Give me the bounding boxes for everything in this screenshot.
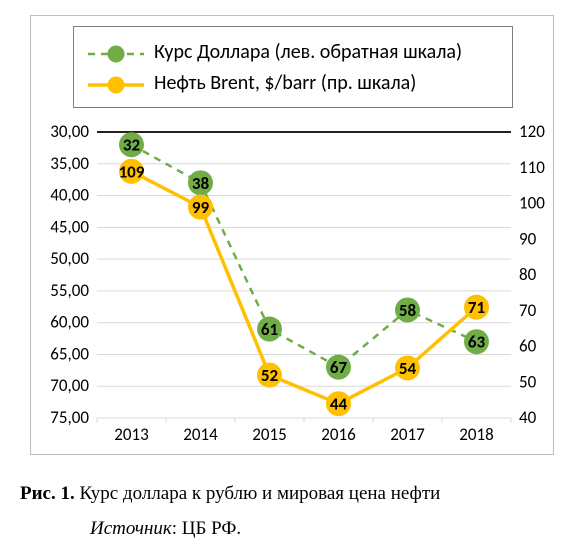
legend-item-brent: Нефть Brent, $/barr (пр. шкала) (88, 68, 498, 99)
legend-label-brent: Нефть Brent, $/barr (пр. шкала) (154, 68, 416, 99)
datalabel-dollar: 58 (399, 300, 417, 321)
svg-text:2016: 2016 (321, 424, 356, 445)
datalabel-brent: 54 (399, 358, 417, 379)
legend-swatch-brent (88, 74, 144, 94)
datalabel-brent: 44 (330, 394, 348, 415)
datalabel-brent: 109 (119, 161, 145, 182)
series-line-dollar (132, 145, 477, 367)
datalabel-dollar: 61 (261, 319, 278, 340)
svg-text:70,00: 70,00 (50, 375, 89, 396)
svg-text:2015: 2015 (252, 424, 286, 445)
svg-text:40,00: 40,00 (50, 185, 89, 206)
svg-text:65,00: 65,00 (50, 343, 89, 364)
datalabel-brent: 52 (261, 365, 279, 386)
caption-source-label: Источник (90, 518, 172, 539)
svg-text:2014: 2014 (183, 424, 218, 445)
svg-text:40: 40 (519, 407, 537, 428)
svg-text:60: 60 (519, 336, 537, 357)
svg-text:35,00: 35,00 (50, 153, 89, 174)
caption-fig-label: Рис. 1. (20, 483, 80, 504)
datalabel-brent: 99 (192, 197, 210, 218)
svg-text:2013: 2013 (114, 424, 148, 445)
svg-text:70: 70 (519, 300, 537, 321)
svg-text:100: 100 (519, 193, 545, 214)
datalabel-dollar: 63 (468, 332, 486, 353)
legend-item-dollar: Курс Доллара (лев. обратная шкала) (88, 37, 498, 68)
datalabel-dollar: 38 (192, 173, 210, 194)
svg-text:80: 80 (519, 264, 537, 285)
legend-label-dollar: Курс Доллара (лев. обратная шкала) (154, 37, 462, 68)
svg-text:45,00: 45,00 (50, 216, 89, 237)
svg-text:90: 90 (519, 228, 537, 249)
caption-fig-text: Курс доллара к рублю и мировая цена нефт… (80, 483, 441, 504)
caption-source-text: : ЦБ РФ. (172, 518, 241, 539)
plot-area: 30,00 35,00 40,00 45,00 50,00 55,00 60,00 65,00… (31, 116, 553, 454)
svg-text:60,00: 60,00 (50, 312, 89, 333)
svg-text:2017: 2017 (390, 424, 425, 445)
page-root: Курс Доллара (лев. обратная шкала) Нефть… (0, 0, 586, 555)
chart-legend: Курс Доллара (лев. обратная шкала) Нефть… (73, 26, 513, 108)
svg-text:120: 120 (519, 121, 545, 142)
datalabel-dollar: 32 (123, 135, 141, 156)
svg-text:50,00: 50,00 (50, 248, 89, 269)
figure-caption: Рис. 1. Курс доллара к рублю и мировая ц… (20, 480, 566, 543)
datalabel-dollar: 67 (330, 357, 348, 378)
legend-swatch-dollar (88, 43, 144, 63)
svg-text:2018: 2018 (459, 424, 493, 445)
svg-text:110: 110 (519, 157, 545, 178)
series-line-brent (132, 171, 477, 403)
svg-text:30,00: 30,00 (50, 121, 89, 142)
chart-container: Курс Доллара (лев. обратная шкала) Нефть… (30, 15, 554, 455)
svg-text:55,00: 55,00 (50, 280, 89, 301)
svg-text:75,00: 75,00 (50, 407, 89, 428)
datalabel-brent: 71 (468, 297, 485, 318)
svg-text:50: 50 (519, 371, 537, 392)
